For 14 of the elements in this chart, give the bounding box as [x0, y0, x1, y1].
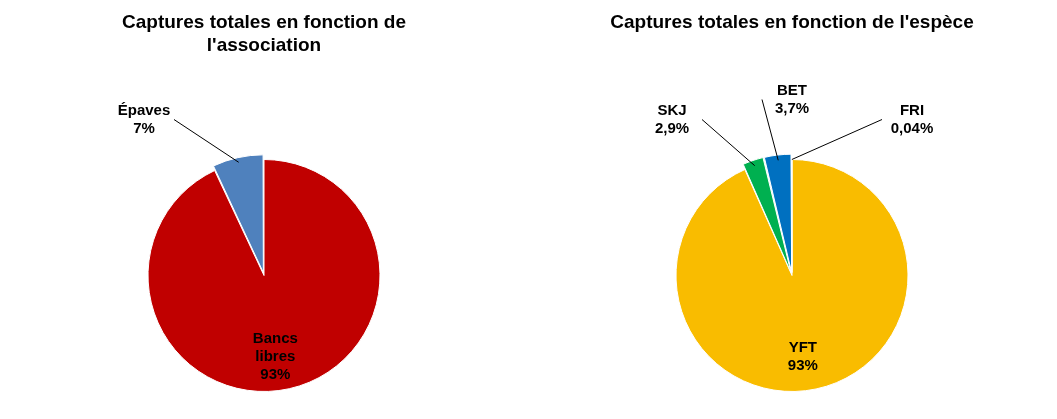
chart-title: Captures totales en fonction de l'espèce [609, 10, 975, 34]
slice-label: FRI [899, 100, 925, 118]
data-label: 0,04% [890, 118, 934, 136]
data-label: 93% [260, 364, 291, 382]
slice-label: BET [777, 80, 807, 98]
chart-title: Captures totales en fonction de l'association [121, 10, 407, 57]
slice-label: Bancs libres [252, 328, 298, 364]
slice-label: SKJ [657, 100, 687, 118]
slice-label: YFT [788, 337, 818, 355]
data-label: 7% [133, 118, 155, 136]
data-label: 2,9% [654, 118, 690, 136]
slice-label: Épaves [117, 100, 171, 118]
data-label: 93% [787, 355, 818, 373]
data-label: 3,7% [774, 98, 810, 116]
